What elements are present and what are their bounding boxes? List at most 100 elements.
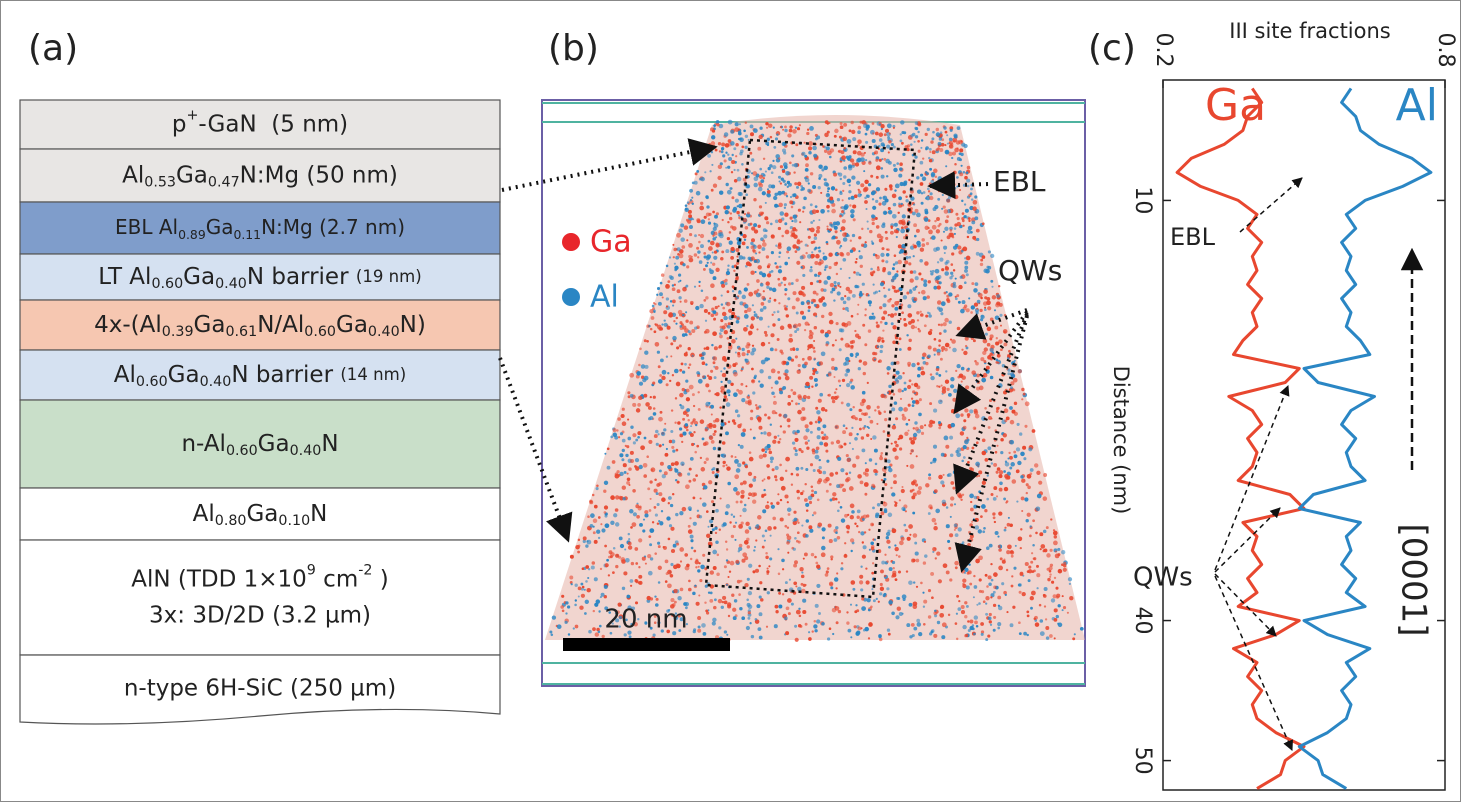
- atom: [918, 486, 922, 490]
- atom: [679, 369, 682, 372]
- atom: [936, 128, 939, 131]
- atom: [836, 395, 839, 398]
- atom: [969, 619, 973, 623]
- atom: [978, 529, 982, 533]
- atom: [808, 306, 811, 309]
- atom: [935, 176, 938, 179]
- atom: [768, 326, 770, 328]
- atom: [748, 257, 752, 261]
- atom: [792, 306, 796, 310]
- atom: [779, 464, 782, 467]
- atom: [831, 186, 835, 190]
- atom: [704, 601, 706, 603]
- atom: [946, 524, 950, 528]
- atom: [736, 320, 740, 324]
- atom: [894, 307, 898, 311]
- atom: [658, 365, 661, 368]
- atom: [956, 140, 960, 144]
- atom: [978, 470, 982, 474]
- atom: [751, 316, 755, 320]
- atom: [598, 631, 601, 634]
- atom: [869, 230, 872, 233]
- atom: [983, 527, 986, 530]
- atom: [654, 330, 657, 333]
- atom: [993, 516, 996, 519]
- atom: [1009, 456, 1013, 460]
- atom: [605, 565, 607, 567]
- atom: [858, 531, 860, 533]
- atom: [904, 323, 908, 327]
- atom: [875, 217, 878, 220]
- atom: [933, 348, 937, 352]
- atom: [567, 605, 570, 608]
- atom: [858, 250, 860, 252]
- atom: [745, 122, 747, 124]
- atom: [809, 376, 813, 380]
- atom: [950, 377, 954, 381]
- atom: [901, 311, 904, 314]
- atom: [896, 236, 898, 238]
- atom: [796, 186, 799, 189]
- atom: [850, 515, 854, 519]
- atom: [755, 618, 758, 621]
- atom: [796, 240, 800, 244]
- atom: [653, 309, 656, 312]
- atom: [689, 385, 694, 390]
- atom: [892, 267, 895, 270]
- atom: [1003, 329, 1008, 334]
- atom: [864, 152, 866, 154]
- atom: [889, 298, 891, 300]
- atom: [868, 329, 871, 332]
- atom: [712, 621, 716, 625]
- atom: [943, 205, 946, 208]
- atom: [740, 490, 744, 494]
- atom: [1024, 497, 1028, 501]
- atom: [881, 561, 885, 565]
- atom: [864, 493, 867, 496]
- atom: [868, 300, 872, 304]
- atom: [992, 295, 996, 299]
- atom: [951, 410, 954, 413]
- atom: [831, 441, 834, 444]
- atom: [846, 383, 850, 387]
- atom: [705, 428, 708, 431]
- atom: [886, 560, 889, 563]
- atom: [827, 187, 830, 190]
- atom: [993, 629, 996, 632]
- atom: [754, 260, 757, 263]
- atom: [894, 401, 898, 405]
- atom: [1007, 544, 1012, 549]
- atom: [815, 205, 818, 208]
- atom: [881, 337, 883, 339]
- atom: [712, 550, 717, 555]
- legend-label: Al: [1396, 80, 1438, 131]
- text-run: N barrier: [231, 362, 340, 388]
- atom: [784, 307, 787, 310]
- atom: [990, 596, 992, 598]
- atom: [928, 589, 931, 592]
- atom: [552, 615, 556, 619]
- atom: [787, 552, 789, 554]
- atom: [750, 417, 753, 420]
- atom: [849, 129, 852, 132]
- atom: [557, 624, 562, 629]
- atom: [903, 318, 906, 321]
- atom: [888, 600, 893, 605]
- atom: [658, 492, 662, 496]
- atom: [875, 512, 879, 516]
- atom: [1021, 510, 1023, 512]
- atom: [812, 209, 817, 214]
- atom: [922, 353, 926, 357]
- atom: [696, 170, 699, 173]
- atom: [738, 204, 743, 209]
- atom: [638, 566, 640, 568]
- atom: [938, 475, 943, 480]
- atom: [796, 473, 799, 476]
- atom: [960, 309, 965, 314]
- atom: [938, 399, 943, 404]
- atom: [743, 327, 748, 332]
- text-run: AlN (TDD 1×10: [131, 566, 307, 592]
- atom: [837, 198, 840, 201]
- atom: [852, 294, 856, 298]
- atom: [577, 551, 580, 554]
